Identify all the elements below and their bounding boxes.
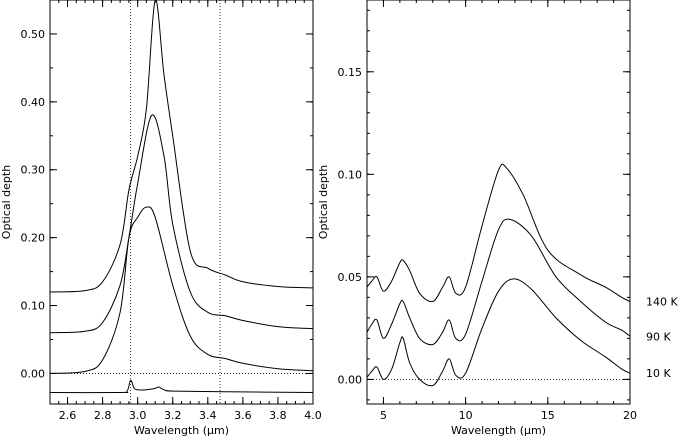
left-panel: 2.6 2.8 3.0 3.2 3.4 3.6 3.8 4.0 0.00 0.10 0.20 0.30… (0, 0, 322, 437)
series-line-1 (49, 0, 314, 293)
series-line-4 (49, 379, 314, 394)
x-tick-label: 15 (541, 409, 555, 422)
y-tick-label: 0.10 (21, 300, 46, 313)
x-tick-label: 3.8 (269, 409, 287, 422)
x-tick-label: 3.6 (234, 409, 252, 422)
x-tick-label: 3.4 (199, 409, 217, 422)
y-tick-label: 0.15 (338, 66, 363, 79)
series-line-3 (49, 206, 314, 374)
y-tick-label: 0.50 (21, 28, 46, 41)
y-tick-label: 0.10 (338, 168, 363, 181)
series-label: 90 K (646, 330, 671, 343)
x-tick-label: 2.8 (94, 409, 112, 422)
y-tick-label: 0.00 (21, 367, 46, 380)
x-axis-label: Wavelength (μm) (451, 424, 546, 437)
right-panel: 5 10 15 20 0.00 0.05 0.10 0.15 Wavelength (μm) Op… (317, 0, 678, 437)
y-axis-label: Optical depth (0, 165, 13, 239)
series-line-140-k (366, 163, 631, 303)
series-line-10-k (366, 278, 631, 387)
plot-frame (366, 0, 631, 405)
x-tick-label: 2.6 (59, 409, 77, 422)
x-tick-label: 5 (380, 409, 387, 422)
x-axis-label: Wavelength (μm) (134, 424, 229, 437)
y-tick-label: 0.20 (21, 232, 46, 245)
x-tick-label: 3.0 (129, 409, 147, 422)
y-tick-label: 0.40 (21, 96, 46, 109)
y-tick-label: 0.30 (21, 164, 46, 177)
series-line-90-k (366, 218, 631, 346)
y-tick-label: 0.05 (338, 271, 363, 284)
series-label: 140 K (646, 295, 678, 308)
x-tick-label: 3.2 (164, 409, 182, 422)
y-axis-label: Optical depth (317, 165, 330, 239)
x-tick-label: 10 (459, 409, 473, 422)
series-label: 10 K (646, 367, 671, 380)
x-tick-label: 20 (623, 409, 637, 422)
x-tick-label: 4.0 (304, 409, 322, 422)
y-tick-label: 0.00 (338, 373, 363, 386)
series-line-2 (49, 114, 314, 334)
